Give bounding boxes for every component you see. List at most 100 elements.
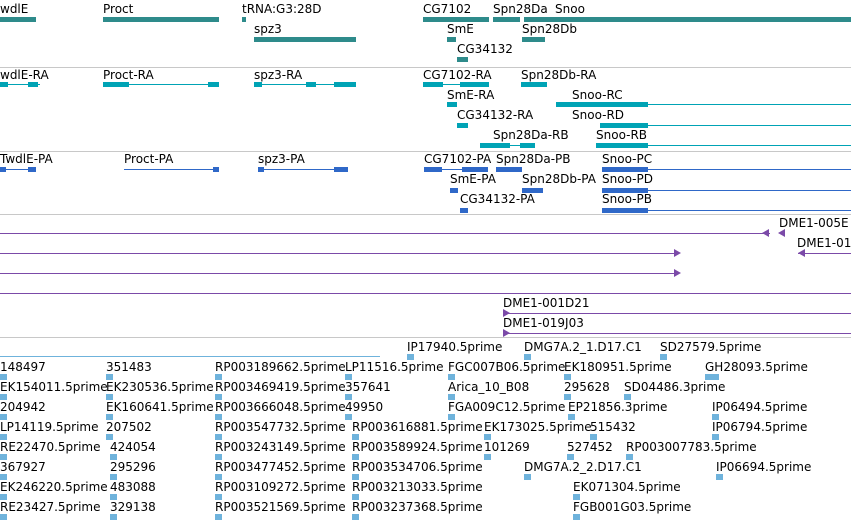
est-feature[interactable] bbox=[110, 454, 117, 460]
transcript-exon[interactable] bbox=[28, 82, 38, 87]
protein-cds[interactable] bbox=[0, 167, 6, 172]
clone-line[interactable] bbox=[503, 313, 851, 314]
gene-feature-twdle[interactable] bbox=[0, 17, 36, 22]
est-feature[interactable] bbox=[568, 414, 575, 420]
est-feature[interactable] bbox=[110, 494, 117, 500]
est-feature[interactable] bbox=[106, 414, 113, 420]
est-feature[interactable] bbox=[110, 474, 117, 480]
est-feature[interactable] bbox=[448, 374, 455, 380]
est-feature[interactable] bbox=[345, 414, 352, 420]
est-feature[interactable] bbox=[0, 374, 7, 380]
clone-line[interactable] bbox=[0, 233, 770, 234]
est-feature[interactable] bbox=[573, 494, 580, 500]
est-feature[interactable] bbox=[484, 434, 491, 440]
est-feature[interactable] bbox=[0, 434, 7, 440]
est-feature[interactable] bbox=[345, 394, 352, 400]
clone-line[interactable] bbox=[798, 253, 851, 254]
transcript-exon[interactable] bbox=[447, 102, 457, 107]
est-feature[interactable] bbox=[345, 374, 352, 380]
est-feature[interactable] bbox=[0, 414, 7, 420]
clone-line[interactable] bbox=[0, 273, 676, 274]
est-feature[interactable] bbox=[564, 374, 571, 380]
transcript-exon[interactable] bbox=[457, 123, 468, 128]
protein-cds[interactable] bbox=[462, 167, 488, 172]
transcript-exon[interactable] bbox=[334, 82, 356, 87]
est-feature[interactable] bbox=[106, 434, 113, 440]
transcript-exon[interactable] bbox=[596, 143, 648, 148]
protein-cds[interactable] bbox=[602, 208, 648, 213]
gene-feature-cg7102[interactable] bbox=[423, 17, 489, 22]
transcript-exon[interactable] bbox=[208, 82, 219, 87]
transcript-exon[interactable] bbox=[600, 123, 648, 128]
est-feature[interactable] bbox=[448, 414, 455, 420]
est-feature[interactable] bbox=[215, 374, 222, 380]
est-feature[interactable] bbox=[564, 394, 571, 400]
est-feature[interactable] bbox=[573, 514, 580, 520]
est-feature[interactable] bbox=[215, 474, 222, 480]
clone-line[interactable] bbox=[0, 253, 676, 254]
gene-feature-spn28db[interactable] bbox=[522, 37, 545, 42]
gene-feature-cg34132[interactable] bbox=[457, 57, 468, 62]
est-feature[interactable] bbox=[567, 454, 574, 460]
clone-line[interactable] bbox=[503, 333, 851, 334]
est-feature[interactable] bbox=[106, 394, 113, 400]
protein-cds[interactable] bbox=[450, 188, 458, 193]
est-feature[interactable] bbox=[705, 374, 719, 380]
est-feature[interactable] bbox=[524, 474, 531, 480]
est-feature[interactable] bbox=[352, 434, 359, 440]
est-feature[interactable] bbox=[712, 414, 719, 420]
protein-cds[interactable] bbox=[602, 188, 648, 193]
transcript-exon[interactable] bbox=[254, 82, 262, 87]
est-feature[interactable] bbox=[352, 494, 359, 500]
est-feature[interactable] bbox=[590, 434, 597, 440]
protein-cds[interactable] bbox=[213, 167, 219, 172]
est-feature[interactable] bbox=[716, 474, 723, 480]
est-feature[interactable] bbox=[484, 454, 491, 460]
est-feature[interactable] bbox=[0, 494, 7, 500]
gene-feature-proct[interactable] bbox=[103, 17, 219, 22]
est-feature[interactable] bbox=[0, 454, 7, 460]
transcript-exon[interactable] bbox=[460, 82, 489, 87]
est-feature[interactable] bbox=[215, 514, 222, 520]
protein-cds[interactable] bbox=[602, 167, 648, 172]
transcript-exon[interactable] bbox=[0, 82, 8, 87]
protein-cds[interactable] bbox=[496, 167, 522, 172]
transcript-exon[interactable] bbox=[423, 82, 443, 87]
est-feature[interactable] bbox=[0, 394, 7, 400]
gene-feature-spn28da[interactable] bbox=[493, 17, 520, 22]
protein-cds[interactable] bbox=[258, 167, 264, 172]
transcript-exon[interactable] bbox=[103, 82, 129, 87]
transcript-exon[interactable] bbox=[480, 143, 510, 148]
est-feature[interactable] bbox=[524, 354, 531, 360]
transcript-exon[interactable] bbox=[521, 82, 547, 87]
protein-cds[interactable] bbox=[334, 167, 348, 172]
est-line[interactable] bbox=[0, 356, 380, 357]
gene-feature-trna[interactable] bbox=[242, 17, 246, 22]
clone-line[interactable] bbox=[0, 293, 851, 294]
est-feature[interactable] bbox=[660, 354, 667, 360]
est-feature[interactable] bbox=[352, 474, 359, 480]
est-feature[interactable] bbox=[106, 374, 113, 380]
est-feature[interactable] bbox=[712, 434, 719, 440]
est-feature[interactable] bbox=[215, 434, 222, 440]
est-feature[interactable] bbox=[448, 394, 455, 400]
transcript-exon[interactable] bbox=[556, 102, 648, 107]
protein-cds[interactable] bbox=[424, 167, 442, 172]
est-feature[interactable] bbox=[624, 394, 631, 400]
transcript-exon[interactable] bbox=[306, 82, 316, 87]
transcript-exon[interactable] bbox=[520, 143, 535, 148]
est-feature[interactable] bbox=[352, 454, 359, 460]
est-feature[interactable] bbox=[0, 474, 7, 480]
est-feature[interactable] bbox=[0, 514, 7, 520]
protein-cds[interactable] bbox=[28, 167, 36, 172]
est-feature[interactable] bbox=[215, 394, 222, 400]
gene-feature-spz3[interactable] bbox=[254, 37, 356, 42]
est-feature[interactable] bbox=[407, 354, 414, 360]
est-feature[interactable] bbox=[215, 414, 222, 420]
est-feature[interactable] bbox=[110, 514, 117, 520]
est-feature[interactable] bbox=[215, 494, 222, 500]
gene-feature-sme[interactable] bbox=[447, 37, 456, 42]
protein-cds[interactable] bbox=[522, 188, 543, 193]
est-feature[interactable] bbox=[352, 514, 359, 520]
est-feature[interactable] bbox=[215, 454, 222, 460]
